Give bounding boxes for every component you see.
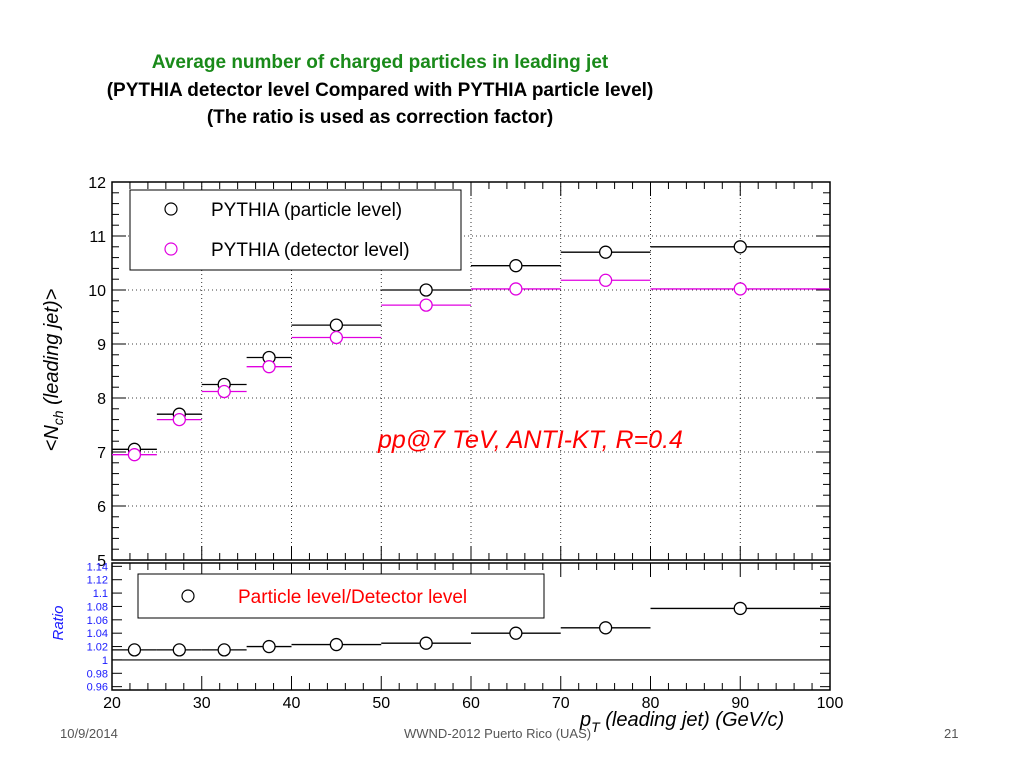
y-tick-label: 5: [97, 553, 106, 570]
y-tick-label: 10: [88, 283, 106, 300]
ratio-legend: [137, 573, 545, 619]
detector-level-point: [127, 448, 142, 462]
x-tick-label: 60: [462, 695, 480, 712]
ratio-point: [172, 643, 186, 657]
detector-level-point: [598, 273, 613, 287]
ratio-point: [419, 636, 433, 650]
x-tick-label: 90: [731, 695, 749, 712]
particle-level-point: [733, 240, 747, 254]
ratio-y-tick-label: 0.96: [87, 682, 108, 694]
collision-annotation: pp@7 TeV, ANTI-KT, R=0.4: [377, 426, 683, 454]
y-tick-label: 12: [88, 175, 106, 192]
ratio-y-tick-label: 0.98: [87, 668, 108, 680]
detector-level-point: [329, 330, 344, 345]
top-axis-ticks: [111, 181, 831, 561]
slide-title: Average number of charged particles in l…: [151, 52, 609, 73]
x-tick-label: 20: [103, 695, 121, 712]
ratio-point: [262, 639, 276, 654]
ratio-y-tick-label: 1.02: [87, 642, 108, 654]
y-tick-label: 6: [97, 499, 106, 516]
ratio-y-axis-label: Ratio: [50, 605, 67, 640]
top-data-points: [112, 240, 830, 462]
detector-level-point: [733, 282, 747, 296]
x-tick-label: 100: [817, 695, 844, 712]
legend-particle-label: PYTHIA (particle level): [211, 200, 402, 221]
legend-detector-label: PYTHIA (detector level): [211, 240, 410, 261]
legend-ratio-label: Particle level/Detector level: [238, 587, 467, 608]
ratio-point: [329, 637, 344, 652]
x-tick-label: 40: [283, 695, 301, 712]
ratio-point: [217, 643, 231, 657]
x-tick-label: 80: [642, 695, 660, 712]
footer-conference: WWND-2012 Puerto Rico (UAS): [404, 726, 592, 741]
ratio-point: [509, 626, 523, 640]
ratio-y-tick-label: 1.14: [87, 561, 108, 573]
x-tick-labels: 20 30 40 50 60 70 80 90 100: [103, 695, 843, 712]
x-tick-label: 50: [372, 695, 390, 712]
ratio-y-tick-label: 1: [102, 655, 108, 667]
x-axis-label: pT (leading jet) (GeV/c): [579, 709, 784, 735]
particle-level-point: [509, 259, 523, 273]
slide-subtitle-note: (The ratio is used as correction factor): [206, 107, 554, 128]
ratio-y-tick-label: 1.1: [93, 588, 108, 600]
ratio-y-tick-label: 1.04: [87, 628, 108, 640]
footer-date: 10/9/2014: [60, 726, 118, 741]
ratio-y-tick-label: 1.06: [87, 615, 108, 627]
x-tick-label: 30: [193, 695, 211, 712]
ratio-point: [127, 643, 142, 657]
particle-level-point: [598, 245, 613, 259]
detector-level-point: [509, 282, 523, 296]
detector-level-point: [172, 412, 186, 427]
top-plot-grid: [112, 182, 830, 560]
legend-ratio-marker: [181, 589, 195, 603]
footer-page-number: 21: [944, 726, 959, 741]
y-tick-label: 11: [89, 229, 106, 246]
y-tick-label: 7: [97, 445, 106, 462]
ratio-point: [598, 621, 613, 635]
x-tick-label: 70: [552, 695, 570, 712]
y-tick-label: 8: [97, 391, 106, 408]
particle-level-point: [329, 318, 344, 332]
ratio-y-tick-label: 1.08: [87, 601, 108, 613]
particle-level-point: [419, 283, 433, 297]
ratio-y-tick-label: 1.12: [87, 575, 108, 587]
detector-level-point: [217, 384, 231, 399]
top-y-axis-label: <Nch (leading jet)>: [41, 289, 66, 452]
detector-level-point: [262, 360, 276, 374]
ratio-data-points: [112, 601, 830, 657]
ratio-point: [733, 601, 747, 616]
top-legend: [129, 189, 462, 271]
legend-particle-marker: [164, 202, 178, 216]
detector-level-point: [419, 298, 433, 312]
legend-detector-marker: [164, 242, 178, 256]
y-tick-label: 9: [97, 337, 106, 354]
slide-subtitle: (PYTHIA detector level Compared with PYT…: [106, 80, 654, 101]
top-y-tick-labels: 5 6 7 8 9 10 11 12: [88, 175, 106, 570]
